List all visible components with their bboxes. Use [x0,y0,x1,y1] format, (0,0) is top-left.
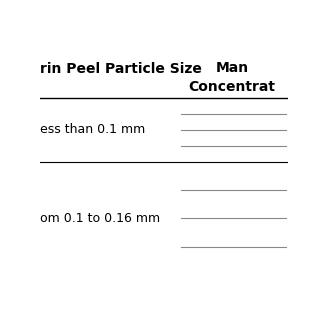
Text: rin Peel Particle Size: rin Peel Particle Size [40,62,202,76]
Text: Man: Man [216,60,249,75]
Text: om 0.1 to 0.16 mm: om 0.1 to 0.16 mm [40,212,160,225]
Text: ess than 0.1 mm: ess than 0.1 mm [40,123,145,136]
Text: Concentrat: Concentrat [189,80,276,94]
